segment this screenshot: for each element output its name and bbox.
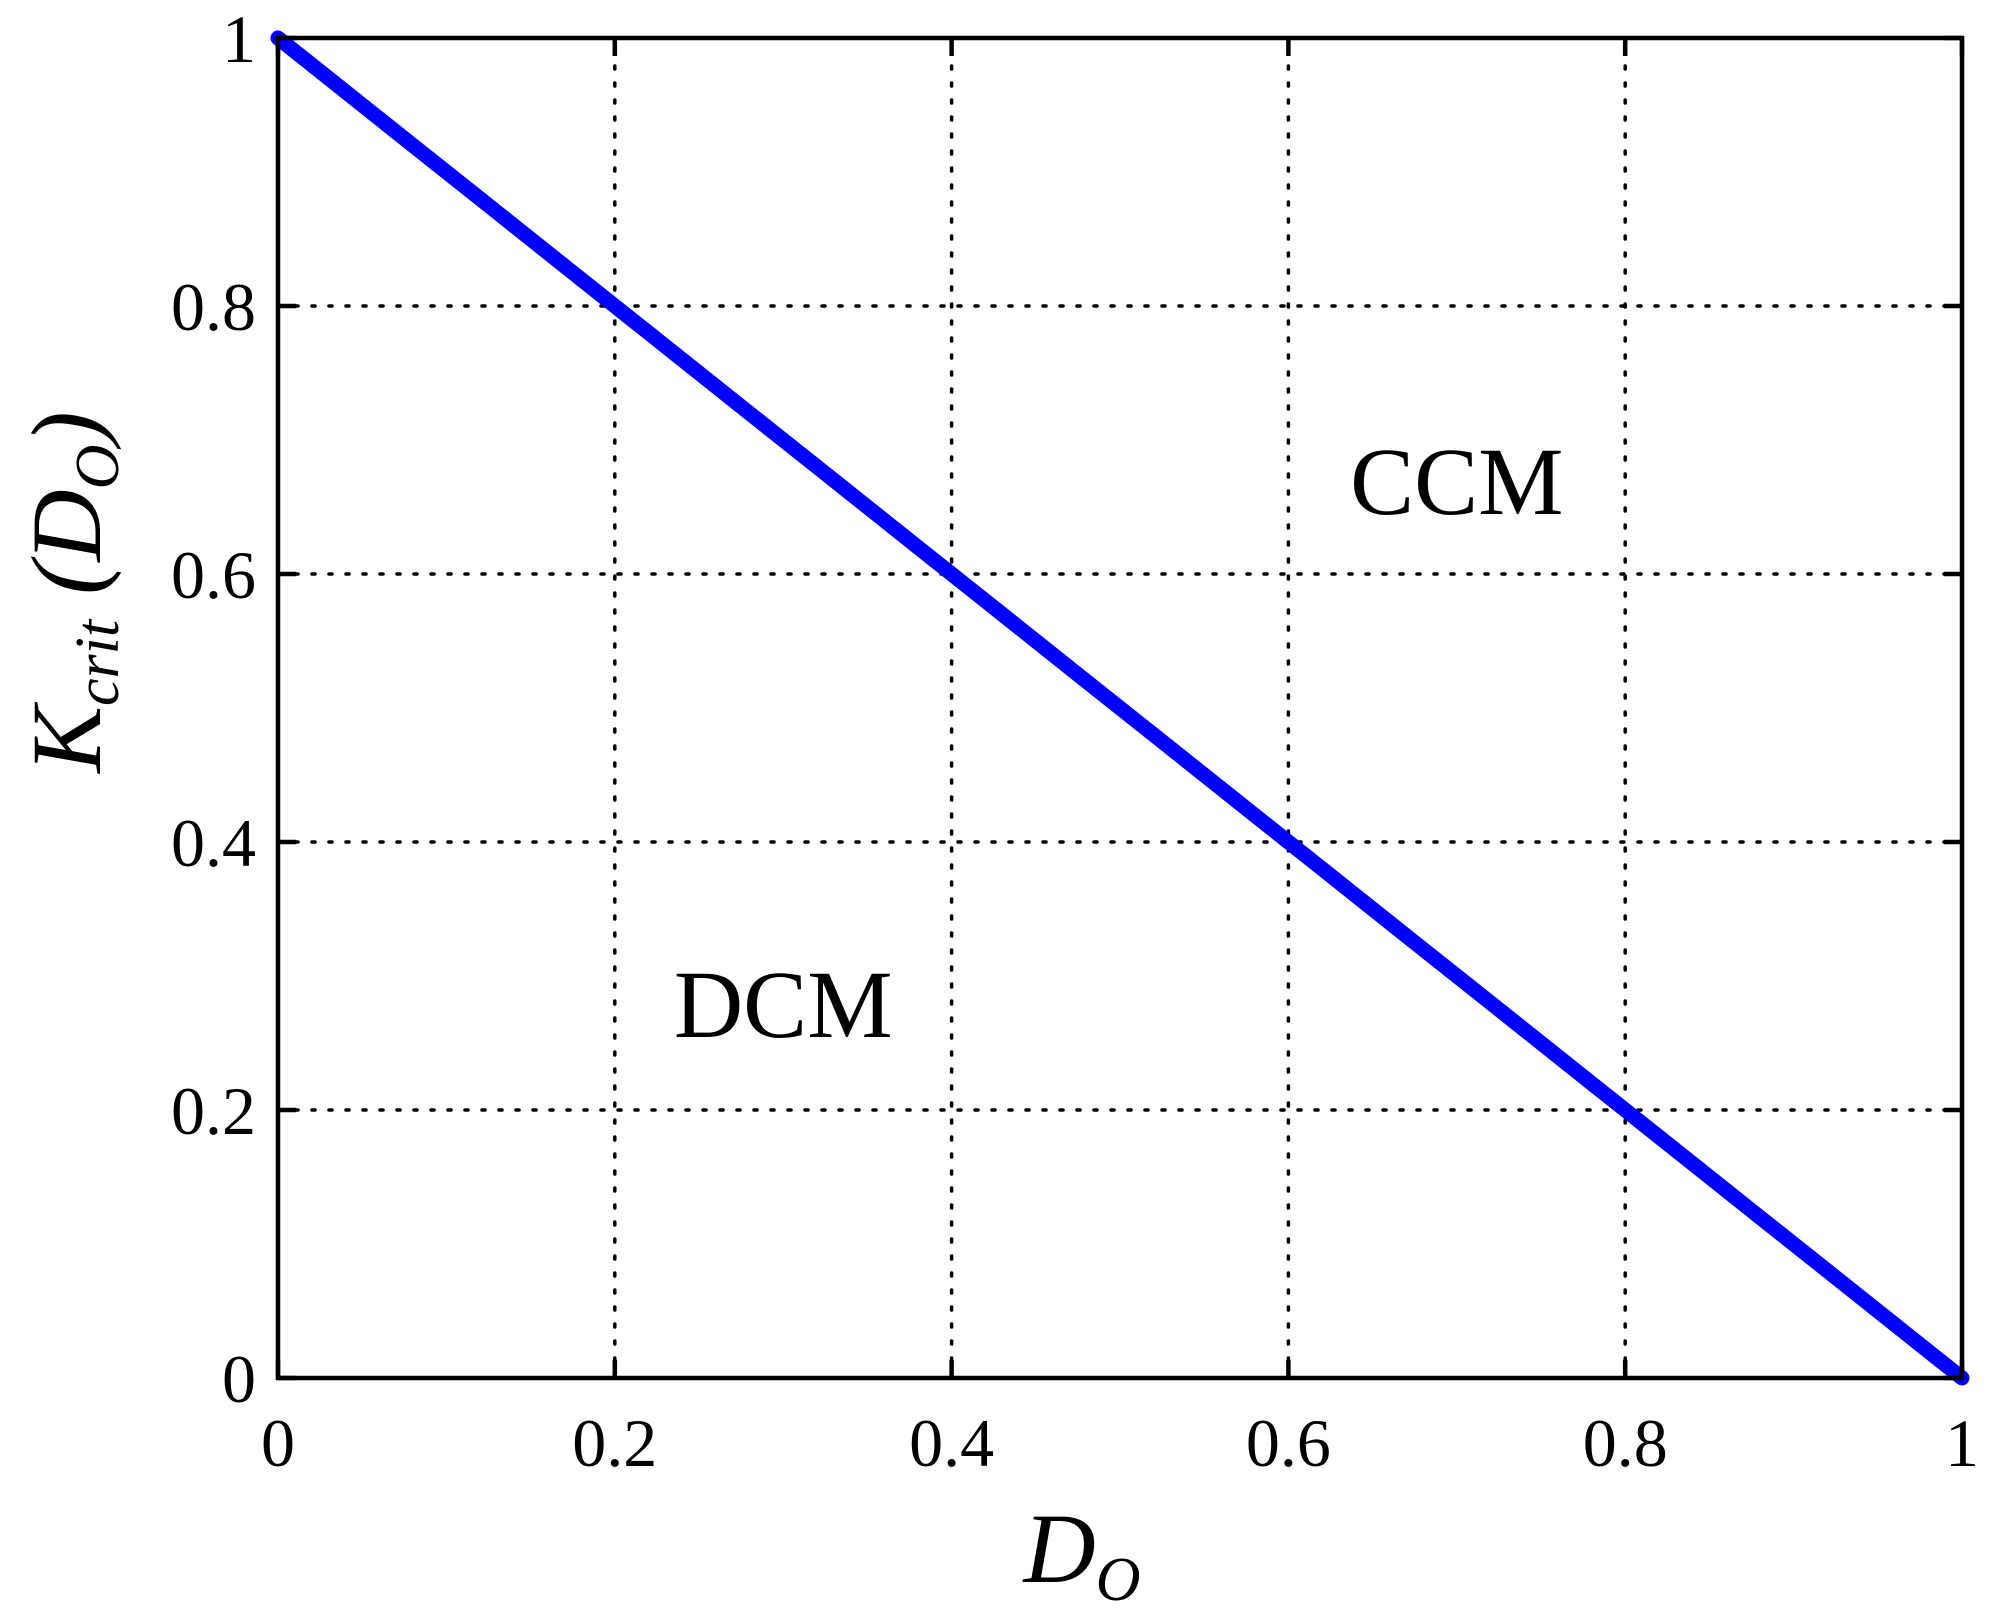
x-tick-label: 0.6 [1246, 1405, 1331, 1481]
grid-lines [276, 36, 1964, 1380]
x-tick-label: 0.4 [909, 1405, 994, 1481]
region-label-dcm: DCM [674, 951, 893, 1058]
y-axis-label-spacer [11, 595, 122, 620]
x-tick-label: 1 [1945, 1405, 1979, 1481]
y-tick-label: 0.8 [171, 269, 256, 345]
y-axis-label-argument-subscript: O [64, 445, 132, 490]
annotations: CCM DCM [674, 428, 1564, 1058]
y-axis-label-main: K [11, 702, 122, 775]
x-axis-label-main: D [1022, 1493, 1096, 1604]
tick-marks [275, 35, 1965, 1381]
plot-frame [275, 35, 1965, 1381]
y-tick-label: 1 [222, 1, 256, 77]
series-layer [270, 30, 1970, 1386]
y-axis-label-close: ) [11, 411, 122, 449]
region-label-ccm: CCM [1350, 428, 1563, 535]
y-tick-label: 0 [222, 1341, 256, 1417]
x-axis-label-subscript: O [1096, 1546, 1141, 1614]
series-line [270, 30, 1970, 1386]
x-axis-label: DO [1022, 1493, 1141, 1614]
y-tick-label: 0.4 [171, 805, 256, 881]
y-axis-label-subscript: crit [64, 618, 132, 706]
x-tick-label: 0.8 [1583, 1405, 1668, 1481]
y-tick-labels: 0 0.2 0.4 0.6 0.8 1 [171, 1, 256, 1417]
y-tick-label: 0.2 [171, 1073, 256, 1149]
y-axis-label-argument: (D [11, 489, 122, 595]
y-axis-label: Kcrit (DO) [11, 411, 132, 774]
y-tick-label: 0.6 [171, 537, 256, 613]
x-tick-labels: 0 0.2 0.4 0.6 0.8 1 [261, 1405, 1979, 1481]
x-tick-label: 0.2 [572, 1405, 657, 1481]
x-tick-label: 0 [261, 1405, 295, 1481]
